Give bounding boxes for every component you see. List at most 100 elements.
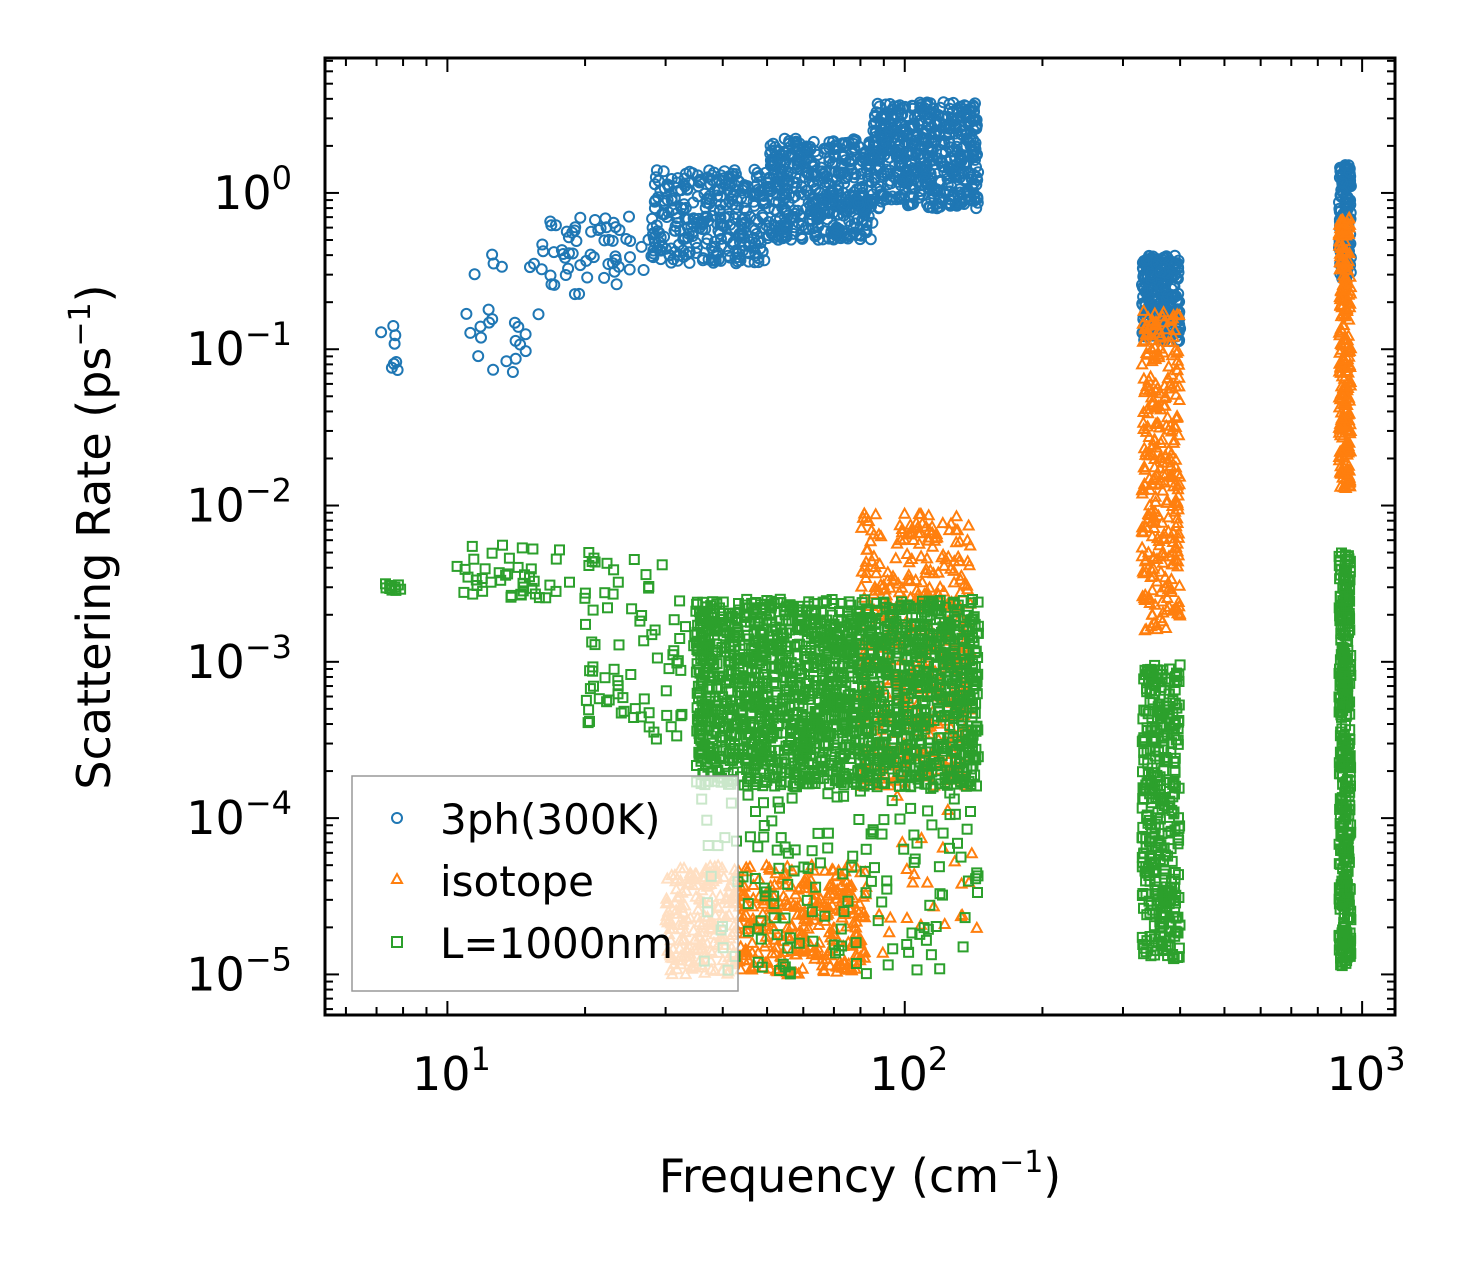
data-point	[930, 530, 944, 543]
data-point	[568, 288, 581, 301]
data-point	[961, 518, 976, 531]
data-point	[951, 549, 965, 562]
data-point	[592, 224, 605, 236]
data-point	[559, 269, 572, 281]
data-point	[880, 573, 895, 586]
data-point	[860, 542, 874, 555]
data-point	[589, 214, 601, 226]
data-point	[788, 899, 803, 912]
data-point	[791, 966, 806, 979]
data-point	[730, 201, 743, 214]
data-point	[580, 694, 592, 706]
data-point	[847, 167, 860, 180]
data-point	[612, 260, 625, 273]
data-point	[549, 219, 562, 232]
data-point	[867, 549, 881, 562]
data-point	[788, 887, 803, 900]
data-point	[841, 232, 854, 245]
data-point	[949, 127, 962, 140]
data-point	[772, 233, 785, 246]
data-point	[834, 878, 849, 891]
data-point	[818, 863, 832, 876]
data-point	[544, 579, 556, 591]
data-point	[1158, 266, 1171, 279]
data-point	[1146, 283, 1159, 296]
data-point	[612, 576, 624, 588]
data-point	[665, 721, 677, 733]
data-point	[458, 586, 470, 598]
data-point	[825, 880, 839, 893]
data-point	[949, 509, 964, 522]
data-point	[547, 246, 560, 259]
data-point	[583, 704, 595, 716]
data-point	[598, 271, 611, 284]
data-point	[550, 553, 562, 565]
data-point	[628, 554, 640, 565]
data-point	[585, 225, 598, 238]
data-point	[660, 685, 672, 697]
data-point	[858, 950, 872, 963]
data-point	[668, 614, 680, 626]
data-point	[620, 233, 633, 245]
data-point	[691, 190, 704, 203]
data-point	[560, 225, 573, 238]
data-point	[826, 207, 839, 219]
data-point	[562, 262, 575, 275]
data-point	[737, 878, 751, 891]
data-point	[482, 303, 495, 316]
data-point	[375, 326, 388, 339]
data-point	[749, 224, 762, 237]
data-point	[729, 244, 742, 257]
data-point	[581, 271, 594, 284]
data-point	[574, 211, 587, 224]
data-point	[799, 221, 812, 234]
data-point	[820, 188, 833, 201]
data-point	[715, 169, 727, 182]
data-point	[912, 507, 926, 520]
data-point	[947, 563, 961, 576]
data-point	[775, 148, 788, 161]
data-point	[929, 527, 944, 540]
data-point	[475, 331, 487, 344]
data-point	[854, 520, 869, 533]
data-point	[719, 212, 732, 225]
data-point	[535, 263, 548, 276]
data-point	[936, 547, 950, 560]
data-point	[846, 916, 860, 929]
data-point	[742, 240, 755, 253]
data-point	[656, 559, 668, 571]
data-point	[608, 564, 620, 576]
data-point	[573, 287, 586, 300]
data-point	[829, 165, 842, 178]
data-point	[807, 135, 820, 148]
data-point	[921, 533, 936, 546]
data-point	[883, 910, 897, 923]
data-point	[952, 553, 966, 566]
data-point	[606, 234, 619, 247]
data-point	[589, 639, 601, 651]
data-point	[811, 940, 825, 953]
data-point	[802, 196, 815, 209]
data-point	[870, 106, 883, 119]
data-point	[598, 234, 611, 247]
data-point	[806, 222, 819, 235]
data-point	[707, 204, 720, 217]
data-point	[564, 576, 575, 588]
data-point	[795, 961, 810, 974]
data-point	[483, 316, 496, 329]
data-point	[389, 329, 402, 342]
data-point	[750, 171, 763, 184]
series-0	[375, 96, 1357, 378]
data-point	[923, 182, 936, 195]
data-point	[788, 221, 801, 234]
data-point	[657, 208, 670, 221]
data-point	[584, 683, 596, 695]
data-point	[796, 232, 809, 245]
data-point	[624, 251, 636, 264]
data-point	[801, 921, 815, 934]
data-point	[1343, 166, 1356, 179]
data-point	[937, 161, 950, 174]
data-point	[852, 197, 865, 210]
data-point	[844, 937, 859, 950]
